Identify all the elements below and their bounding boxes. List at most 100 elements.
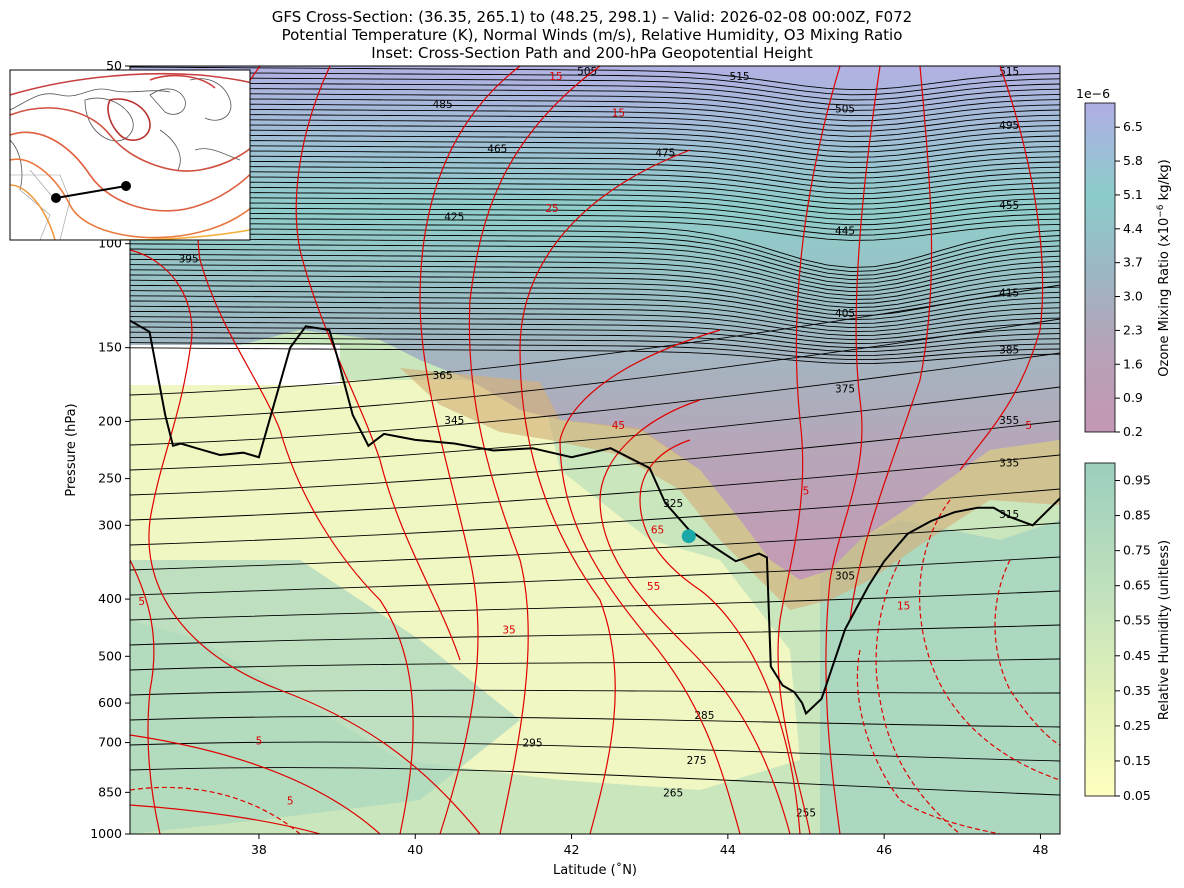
colorbar-tick-label: 5.1 [1123,187,1143,202]
theta-label: 385 [999,344,1019,356]
theta-contour [130,165,1060,189]
y-tick-label: 400 [98,591,122,606]
x-tick-label: 48 [1033,842,1049,857]
theta-contour [130,175,1060,200]
theta-contour [130,232,1060,277]
theta-contour [130,97,1060,122]
theta-contour [130,144,1060,169]
theta-contour [130,154,1060,179]
theta-contour [130,180,1060,205]
theta-label: 275 [687,755,707,767]
title-line-3: Inset: Cross-Section Path and 200-hPa Ge… [371,44,813,62]
theta-contour [130,689,1060,696]
theta-contour [130,279,1060,313]
inset-path-line [55,185,127,199]
colorbar-tick-label: 0.75 [1123,543,1151,558]
tropopause-line [130,319,1060,716]
theta-contour [130,295,1060,325]
theta-contour [130,258,1060,297]
theta-label: 395 [179,254,199,266]
theta-contour [130,149,1060,174]
inset-path-end [121,181,131,191]
y-tick-label: 150 [98,340,122,355]
theta-contour [130,347,1060,365]
colorbar-tick-label: 0.95 [1123,473,1151,488]
theta-contour [130,420,1060,496]
theta-contour [130,290,1060,321]
missing-data-gap [130,345,340,385]
colorbar-tick-label: 3.0 [1123,289,1143,304]
theta-contour [130,222,1060,269]
theta-contour [130,243,1060,285]
wind-label: 5 [287,796,294,808]
cross-section-marker [681,529,696,544]
inset-borders [10,169,71,240]
theta-label: 355 [999,415,1019,427]
wind-label: 65 [651,525,664,537]
theta-label: 305 [835,571,855,583]
inset-path-start [51,193,61,203]
wind-label: 5 [803,486,810,498]
theta-label: 405 [835,308,855,320]
theta-contour [130,76,1060,101]
title-line-1: GFS Cross-Section: (36.35, 265.1) to (48… [271,8,913,26]
theta-contour [130,113,1060,137]
wind-label: 15 [549,71,562,83]
y-tick-label: 300 [98,517,122,532]
colorbar-tick-label: 2.3 [1123,322,1143,337]
theta-contour [130,186,1060,210]
theta-contour [130,284,1060,317]
colorbar-tick-label: 0.9 [1123,390,1143,405]
colorbar-tick-label: 4.4 [1123,221,1143,236]
inset-height-contours [10,72,250,240]
theta-label: 365 [433,370,453,382]
theta-label: 465 [487,144,507,156]
theta-contour [130,170,1060,195]
wind-label: 5 [256,735,263,747]
theta-contour [130,284,1060,396]
theta-contour [130,326,1060,349]
rh-colorbar-label: Relative Humidity (unitless) [1157,540,1172,720]
ozone-colorbar-label: Ozone Mixing Ratio (x10−6 kg/kg) [1156,159,1172,376]
y-axis-label: Pressure (hPa) [64,403,79,496]
theta-contour [130,658,1060,671]
theta-label: 475 [655,147,675,159]
wind-label: 5 [138,596,145,608]
wind-label: 35 [502,624,515,636]
theta-contour [130,269,1060,305]
ozone-field [130,66,1060,580]
y-tick-label: 250 [98,471,122,486]
theta-contour [130,305,1060,333]
theta-contour [130,274,1060,309]
theta-contour [130,201,1060,226]
theta-contour [130,196,1060,221]
theta-contour [130,118,1060,143]
wind-label: 15 [612,108,625,120]
theta-contour [130,191,1060,215]
theta-contour [130,217,1060,241]
colorbar-tick-label: 0.25 [1123,718,1151,733]
colorbar-tick-label: 0.15 [1123,753,1151,768]
ozone-colorbar-offset: 1e−6 [1076,86,1110,101]
theta-contour [130,206,1060,231]
plot-frame [129,65,1061,835]
y-tick-label: 500 [98,648,122,663]
theta-contour [130,310,1060,337]
x-tick-label: 38 [251,842,267,857]
colorbar-tick-label: 0.45 [1123,648,1151,663]
theta-contour [130,556,1060,596]
theta-contour [130,488,1060,546]
theta-label: 515 [999,66,1019,78]
theta-contour [130,102,1060,127]
theta-contour [130,71,1060,96]
wind-contours [130,66,1044,834]
x-tick-label: 40 [407,842,423,857]
theta-label: 515 [730,71,750,83]
theta-contour [130,741,1060,762]
theta-contour [130,128,1060,153]
colorbar-tick-label: 0.35 [1123,683,1151,698]
theta-label: 485 [433,99,453,111]
colorbar-tick-label: 5.8 [1123,153,1143,168]
theta-contour [130,160,1060,184]
